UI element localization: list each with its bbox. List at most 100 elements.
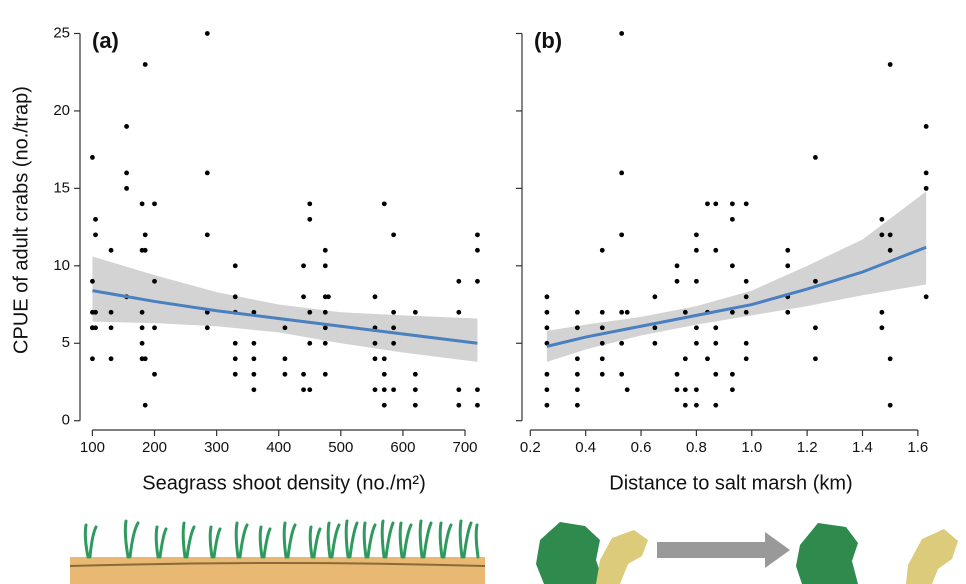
- y-tick-label: 25: [53, 24, 70, 41]
- data-point: [743, 201, 749, 207]
- data-point: [544, 340, 550, 346]
- data-point: [923, 170, 929, 176]
- data-point: [813, 154, 818, 160]
- data-point: [322, 247, 328, 253]
- data-point: [322, 371, 328, 377]
- data-point: [232, 371, 238, 377]
- data-point: [693, 402, 699, 408]
- data-point: [475, 402, 480, 408]
- data-point: [412, 402, 418, 408]
- data-point: [322, 309, 328, 315]
- data-point: [152, 371, 157, 377]
- data-point: [599, 247, 605, 253]
- x-tick-label: 600: [390, 439, 415, 456]
- data-point: [923, 124, 929, 129]
- data-point: [152, 278, 157, 284]
- fit-line: [546, 245, 927, 348]
- x-tick-label: 200: [142, 439, 167, 456]
- data-point: [574, 387, 580, 393]
- data-point: [887, 232, 893, 238]
- data-point: [713, 371, 719, 377]
- data-point: [693, 387, 699, 393]
- data-point: [652, 340, 658, 346]
- data-point: [142, 247, 148, 253]
- data-point: [307, 387, 313, 393]
- y-tick-label: 15: [53, 179, 70, 196]
- marsh-near: [536, 522, 604, 584]
- data-point: [693, 340, 699, 346]
- panel-label: (a): [92, 28, 119, 53]
- data-point: [391, 340, 397, 346]
- confidence-band: [92, 256, 478, 362]
- data-point: [372, 387, 378, 393]
- y-tick-label: 0: [62, 412, 70, 429]
- data-point: [456, 309, 462, 315]
- data-point: [619, 170, 625, 176]
- data-point: [152, 201, 157, 207]
- data-point: [743, 294, 749, 300]
- data-point: [372, 356, 378, 362]
- data-point: [307, 340, 313, 346]
- data-point: [693, 232, 699, 238]
- x-tick-label: 500: [328, 439, 353, 456]
- data-point: [682, 387, 688, 393]
- data-point: [743, 309, 749, 315]
- data-point: [204, 170, 210, 176]
- data-point: [251, 371, 257, 377]
- data-point: [251, 309, 257, 315]
- data-point: [705, 201, 710, 207]
- data-point: [93, 232, 98, 238]
- y-tick-label: 5: [62, 334, 70, 351]
- data-point: [251, 340, 257, 346]
- data-point: [307, 309, 313, 315]
- data-point: [232, 340, 238, 346]
- data-point: [204, 232, 210, 238]
- x-tick-label: 0.6: [631, 439, 652, 456]
- data-point: [381, 201, 387, 207]
- data-point: [729, 371, 735, 377]
- data-point: [682, 309, 688, 315]
- data-point: [381, 371, 387, 377]
- x-tick-label: 1.2: [797, 439, 818, 456]
- data-point: [729, 309, 735, 315]
- data-point: [282, 356, 288, 362]
- data-point: [322, 263, 328, 269]
- data-point: [729, 387, 735, 393]
- data-point: [142, 356, 148, 362]
- data-point: [301, 263, 306, 269]
- arrow: [657, 532, 790, 568]
- data-point: [142, 402, 148, 408]
- x-tick-label: 0.8: [686, 439, 707, 456]
- data-point: [785, 263, 791, 269]
- data-point: [456, 387, 462, 393]
- panel: 0.2 0.4 0.6 0.8 1.0 1.2 1.4 1.6 (b) Distance to s…: [516, 28, 929, 494]
- y-tick-label: 20: [53, 102, 70, 119]
- data-point: [879, 216, 885, 222]
- data-point: [232, 263, 238, 269]
- data-point: [887, 402, 893, 408]
- data-point: [705, 356, 710, 362]
- data-point: [619, 31, 625, 36]
- data-point: [93, 309, 98, 315]
- data-point: [108, 356, 114, 362]
- data-point: [412, 387, 418, 393]
- data-point: [301, 371, 306, 377]
- data-point: [475, 247, 480, 253]
- rhizome: [69, 562, 486, 567]
- data-point: [619, 309, 625, 315]
- data-point: [93, 325, 98, 331]
- data-point: [391, 387, 397, 393]
- data-point: [619, 232, 625, 238]
- data-point: [142, 232, 148, 238]
- x-tick-label: 1.6: [907, 439, 928, 456]
- data-point: [391, 325, 397, 331]
- seagrass-shoots: [83, 519, 480, 559]
- data-point: [599, 340, 605, 346]
- data-point: [693, 247, 699, 253]
- land-near: [596, 530, 648, 584]
- data-point: [282, 325, 288, 331]
- marsh-far: [796, 523, 858, 584]
- data-point: [232, 294, 238, 300]
- data-point: [93, 216, 98, 222]
- x-tick-label: 100: [80, 439, 105, 456]
